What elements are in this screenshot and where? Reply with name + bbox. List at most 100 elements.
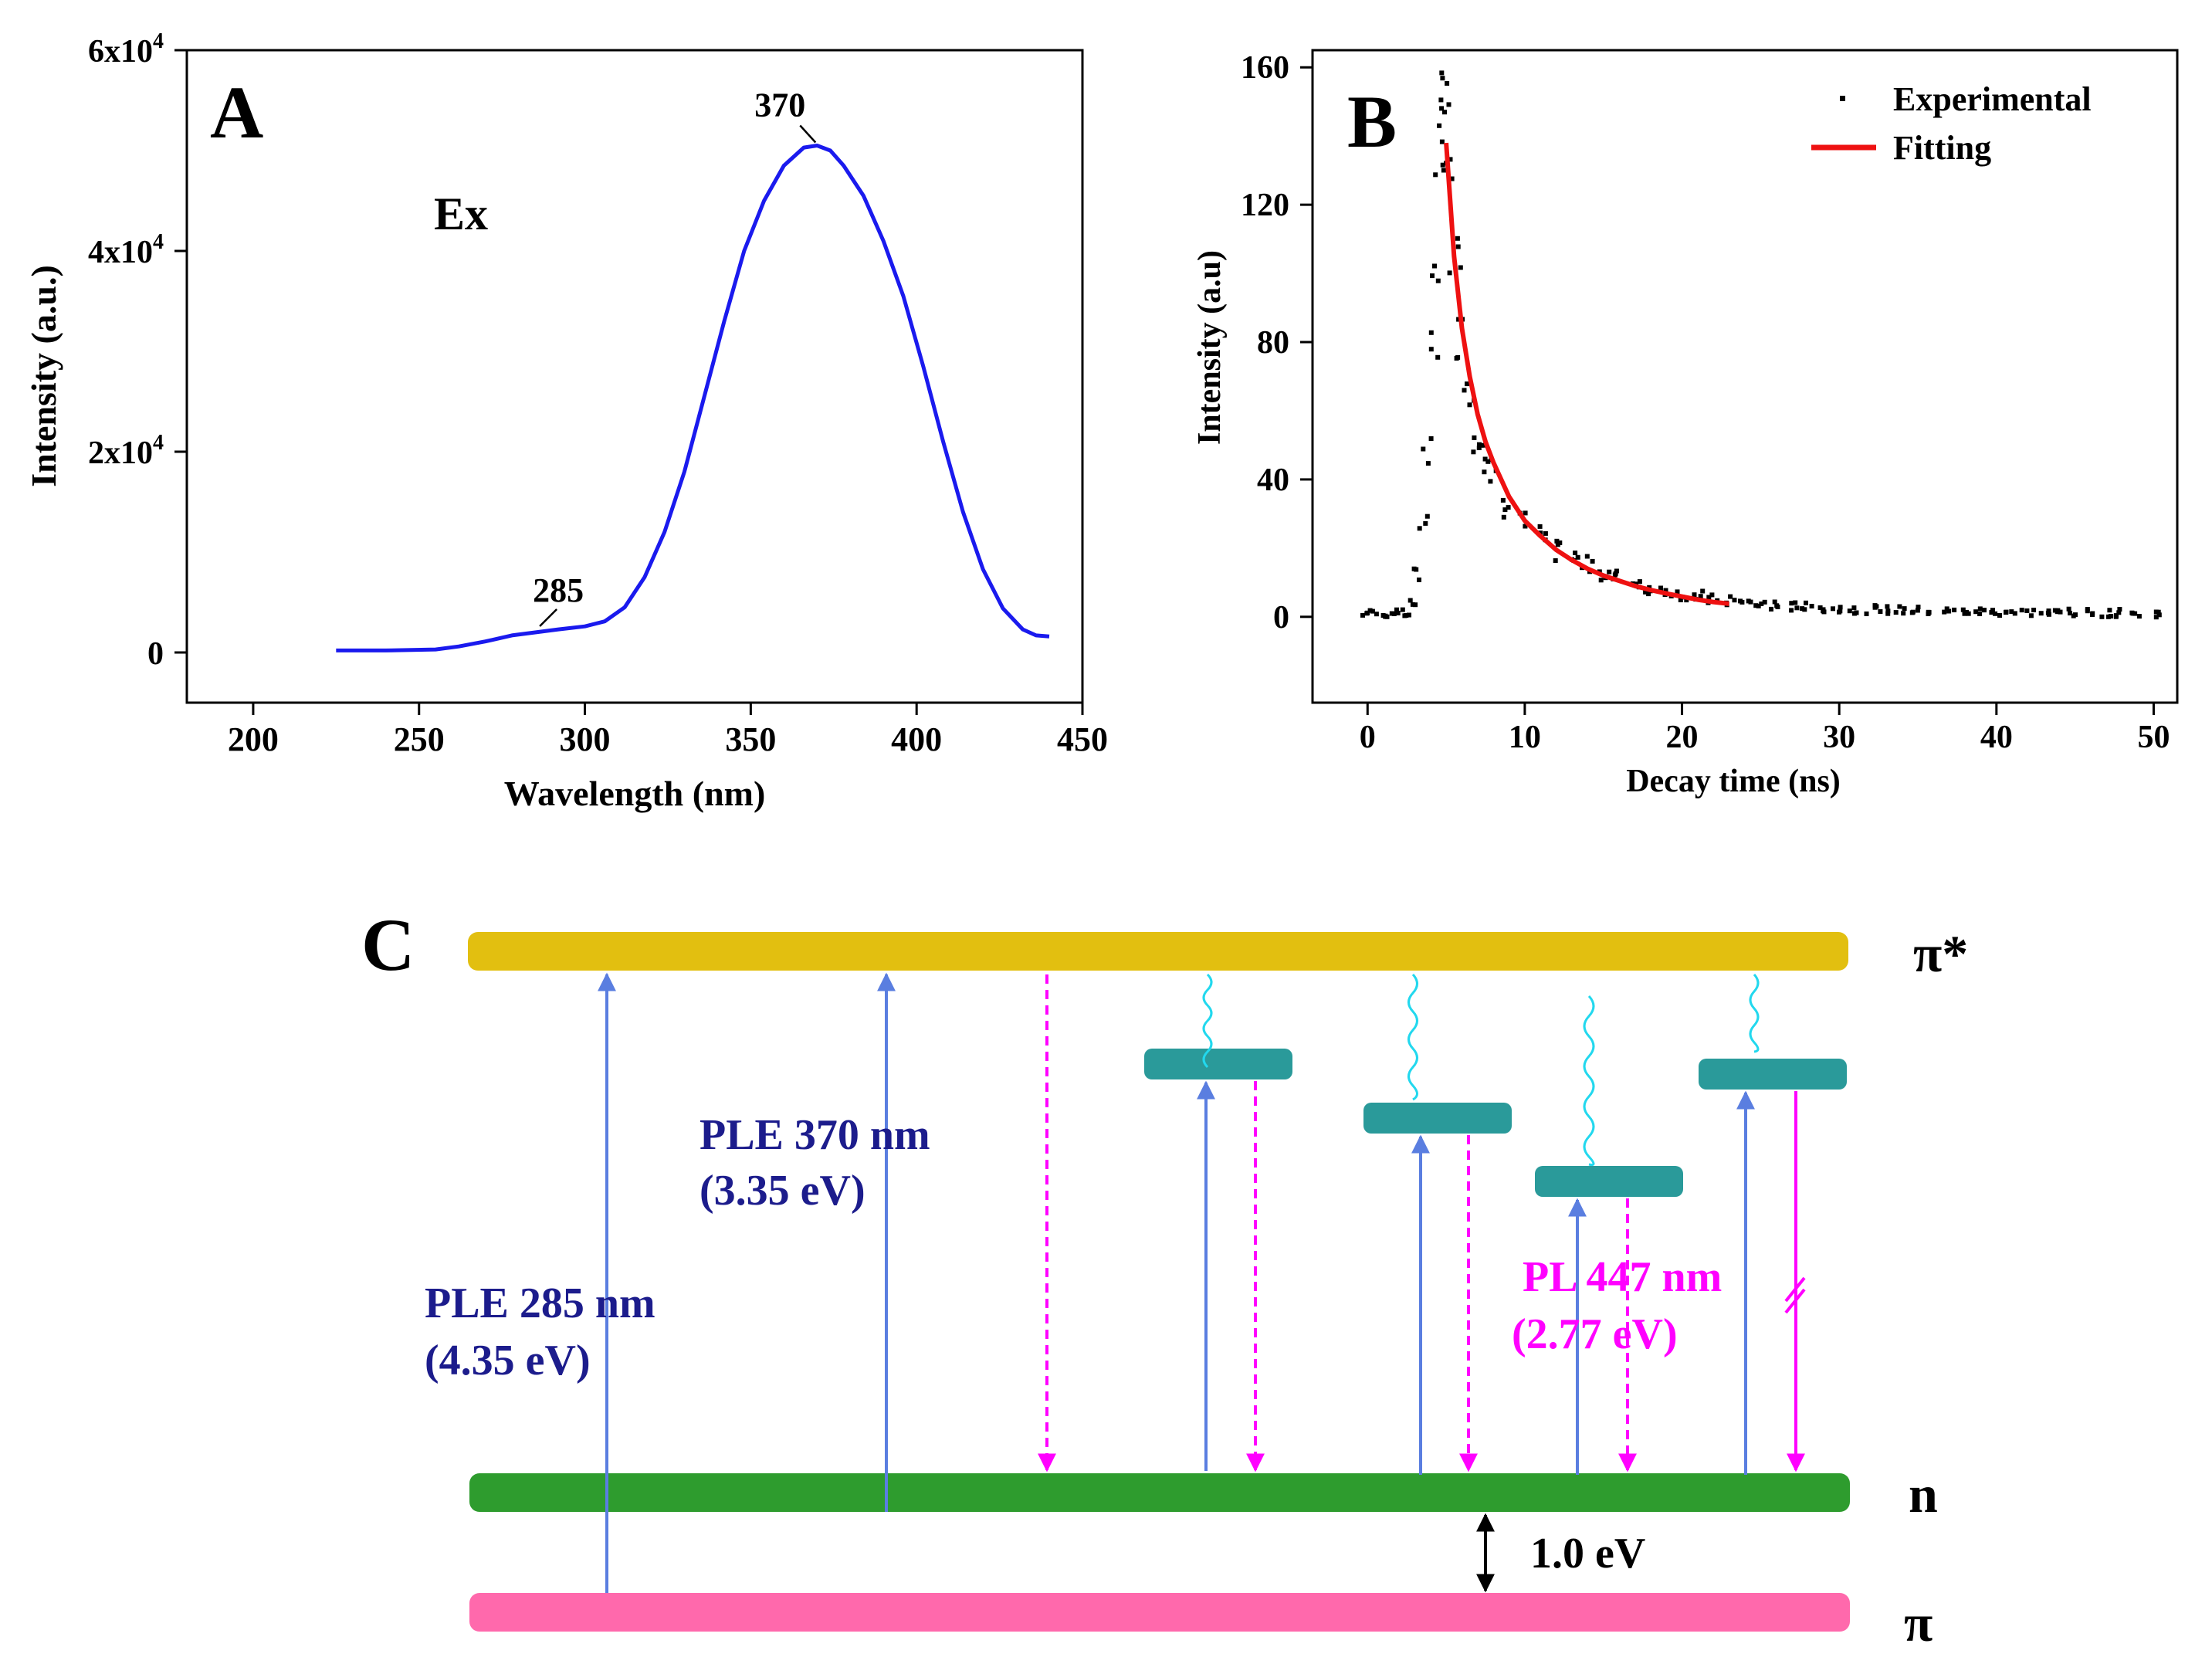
experimental-point xyxy=(1897,604,1902,609)
experimental-point xyxy=(1437,123,1442,128)
experimental-point xyxy=(1472,435,1477,440)
panel-b-y-tick-label: 80 xyxy=(1257,325,1289,361)
experimental-point xyxy=(2038,611,2044,616)
experimental-point xyxy=(1658,585,1663,591)
experimental-point xyxy=(1977,606,1983,612)
experimental-point xyxy=(1809,604,1814,608)
experimental-point xyxy=(1440,76,1445,81)
panel-a-y-tick-label: 4x104 xyxy=(88,230,164,270)
experimental-point xyxy=(1901,611,1906,616)
experimental-point xyxy=(1762,599,1767,605)
experimental-point xyxy=(1878,609,1883,614)
experimental-point xyxy=(2117,607,2122,612)
panel-a-x-tick-label: 400 xyxy=(891,720,942,758)
panel-a-y-tick-label: 0 xyxy=(147,636,164,672)
panel-b-y-tick-label: 40 xyxy=(1257,463,1289,498)
experimental-point xyxy=(1700,588,1706,594)
experimental-point xyxy=(2116,610,2122,615)
experimental-point xyxy=(1476,446,1482,450)
experimental-point xyxy=(2031,608,2037,612)
experimental-point xyxy=(1692,592,1697,598)
panel-b-axes: 0 10 20 30 40 50 0 40 80 120 160 xyxy=(1241,50,2170,755)
wavy-relaxation-4 xyxy=(1749,973,1760,1053)
experimental-point xyxy=(1989,610,1994,615)
peak-285-leader xyxy=(539,608,557,627)
trap-level-2 xyxy=(1363,1103,1512,1134)
experimental-point xyxy=(2068,611,2072,615)
experimental-point xyxy=(1885,604,1890,609)
experimental-point xyxy=(1417,577,1421,582)
experimental-point xyxy=(1448,157,1453,162)
ple285-label-line1: PLE 285 nm xyxy=(425,1279,655,1327)
experimental-point xyxy=(1926,610,1932,615)
experimental-point xyxy=(1555,542,1560,547)
experimental-point xyxy=(1433,172,1438,178)
experimental-point xyxy=(1837,609,1841,615)
pl447-label-line1: PL 447 nm xyxy=(1523,1253,1722,1301)
panel-a-label: A xyxy=(210,71,263,154)
wavy-relaxation-3 xyxy=(1583,995,1595,1166)
panel-a-x-tick-label: 450 xyxy=(1057,720,1108,758)
experimental-point xyxy=(1407,612,1411,618)
experimental-point xyxy=(1960,607,1966,612)
panel-a-annotation-ex: Ex xyxy=(434,188,488,239)
panel-a-annotations: 370 285 xyxy=(533,86,817,627)
experimental-point xyxy=(1424,513,1430,519)
peak-370-leader xyxy=(799,124,817,144)
experimental-point xyxy=(1439,139,1445,144)
legend-fitting-label: Fitting xyxy=(1893,129,1991,167)
experimental-point xyxy=(1374,612,1379,617)
forbidden-mark-2 xyxy=(1784,1288,1806,1314)
experimental-point xyxy=(2113,614,2119,619)
experimental-point xyxy=(1646,591,1651,597)
experimental-point xyxy=(1465,381,1469,387)
experimental-point xyxy=(1537,524,1543,529)
experimental-point xyxy=(1847,608,1852,614)
experimental-point xyxy=(1370,608,1375,614)
ple285-label-line2: (4.35 eV) xyxy=(425,1337,591,1384)
experimental-point xyxy=(1454,356,1459,361)
experimental-point xyxy=(1367,608,1373,613)
experimental-point xyxy=(1772,599,1777,605)
panel-a-x-tick-label: 250 xyxy=(394,720,445,758)
experimental-point xyxy=(1575,554,1580,560)
panel-b-y-tick-label: 0 xyxy=(1273,600,1289,635)
experimental-point xyxy=(1709,592,1715,598)
experimental-point xyxy=(1821,607,1826,612)
panel-a-x-tick-label: 350 xyxy=(725,720,776,758)
legend-experimental-label: Experimental xyxy=(1893,80,2092,118)
experimental-point xyxy=(1663,588,1668,593)
experimental-point xyxy=(1831,606,1835,612)
panel-b-x-tick-label: 30 xyxy=(1823,720,1855,755)
level-pi-label: π xyxy=(1904,1594,1933,1652)
experimental-point xyxy=(1423,520,1428,526)
experimental-point xyxy=(1738,598,1743,604)
panel-a-excitation-chart: 200 250 300 350 400 450 0 2x104 4x104 6x104 370 28… xyxy=(24,29,1108,813)
experimental-point xyxy=(1439,106,1445,111)
panel-b-x-axis-title: Decay time (ns) xyxy=(1626,764,1841,799)
experimental-point xyxy=(1748,599,1753,605)
experimental-point xyxy=(1455,244,1461,249)
experimental-point xyxy=(1854,610,1859,615)
panel-a-y-axis-title: Intensity (a.u.) xyxy=(24,265,63,487)
experimental-point xyxy=(1838,605,1843,610)
experimental-point xyxy=(1360,612,1365,618)
forbidden-mark-1 xyxy=(1784,1276,1806,1303)
experimental-point xyxy=(1442,110,1447,115)
experimental-point xyxy=(1893,610,1899,615)
experimental-point xyxy=(2004,609,2009,615)
experimental-point xyxy=(2024,608,2030,613)
panel-b-label: B xyxy=(1347,80,1397,163)
experimental-point xyxy=(1775,605,1780,609)
level-n xyxy=(469,1473,1850,1512)
panel-b-legend: Experimental Fitting xyxy=(1811,80,2092,167)
panel-a-x-tick-label: 300 xyxy=(560,720,611,758)
experimental-point xyxy=(1364,611,1370,616)
experimental-point xyxy=(1643,589,1648,595)
experimental-point xyxy=(1885,611,1891,616)
experimental-point xyxy=(1964,609,1969,615)
trap-level-4 xyxy=(1699,1059,1847,1090)
experimental-point xyxy=(1973,609,1979,615)
experimental-point xyxy=(2058,609,2063,615)
